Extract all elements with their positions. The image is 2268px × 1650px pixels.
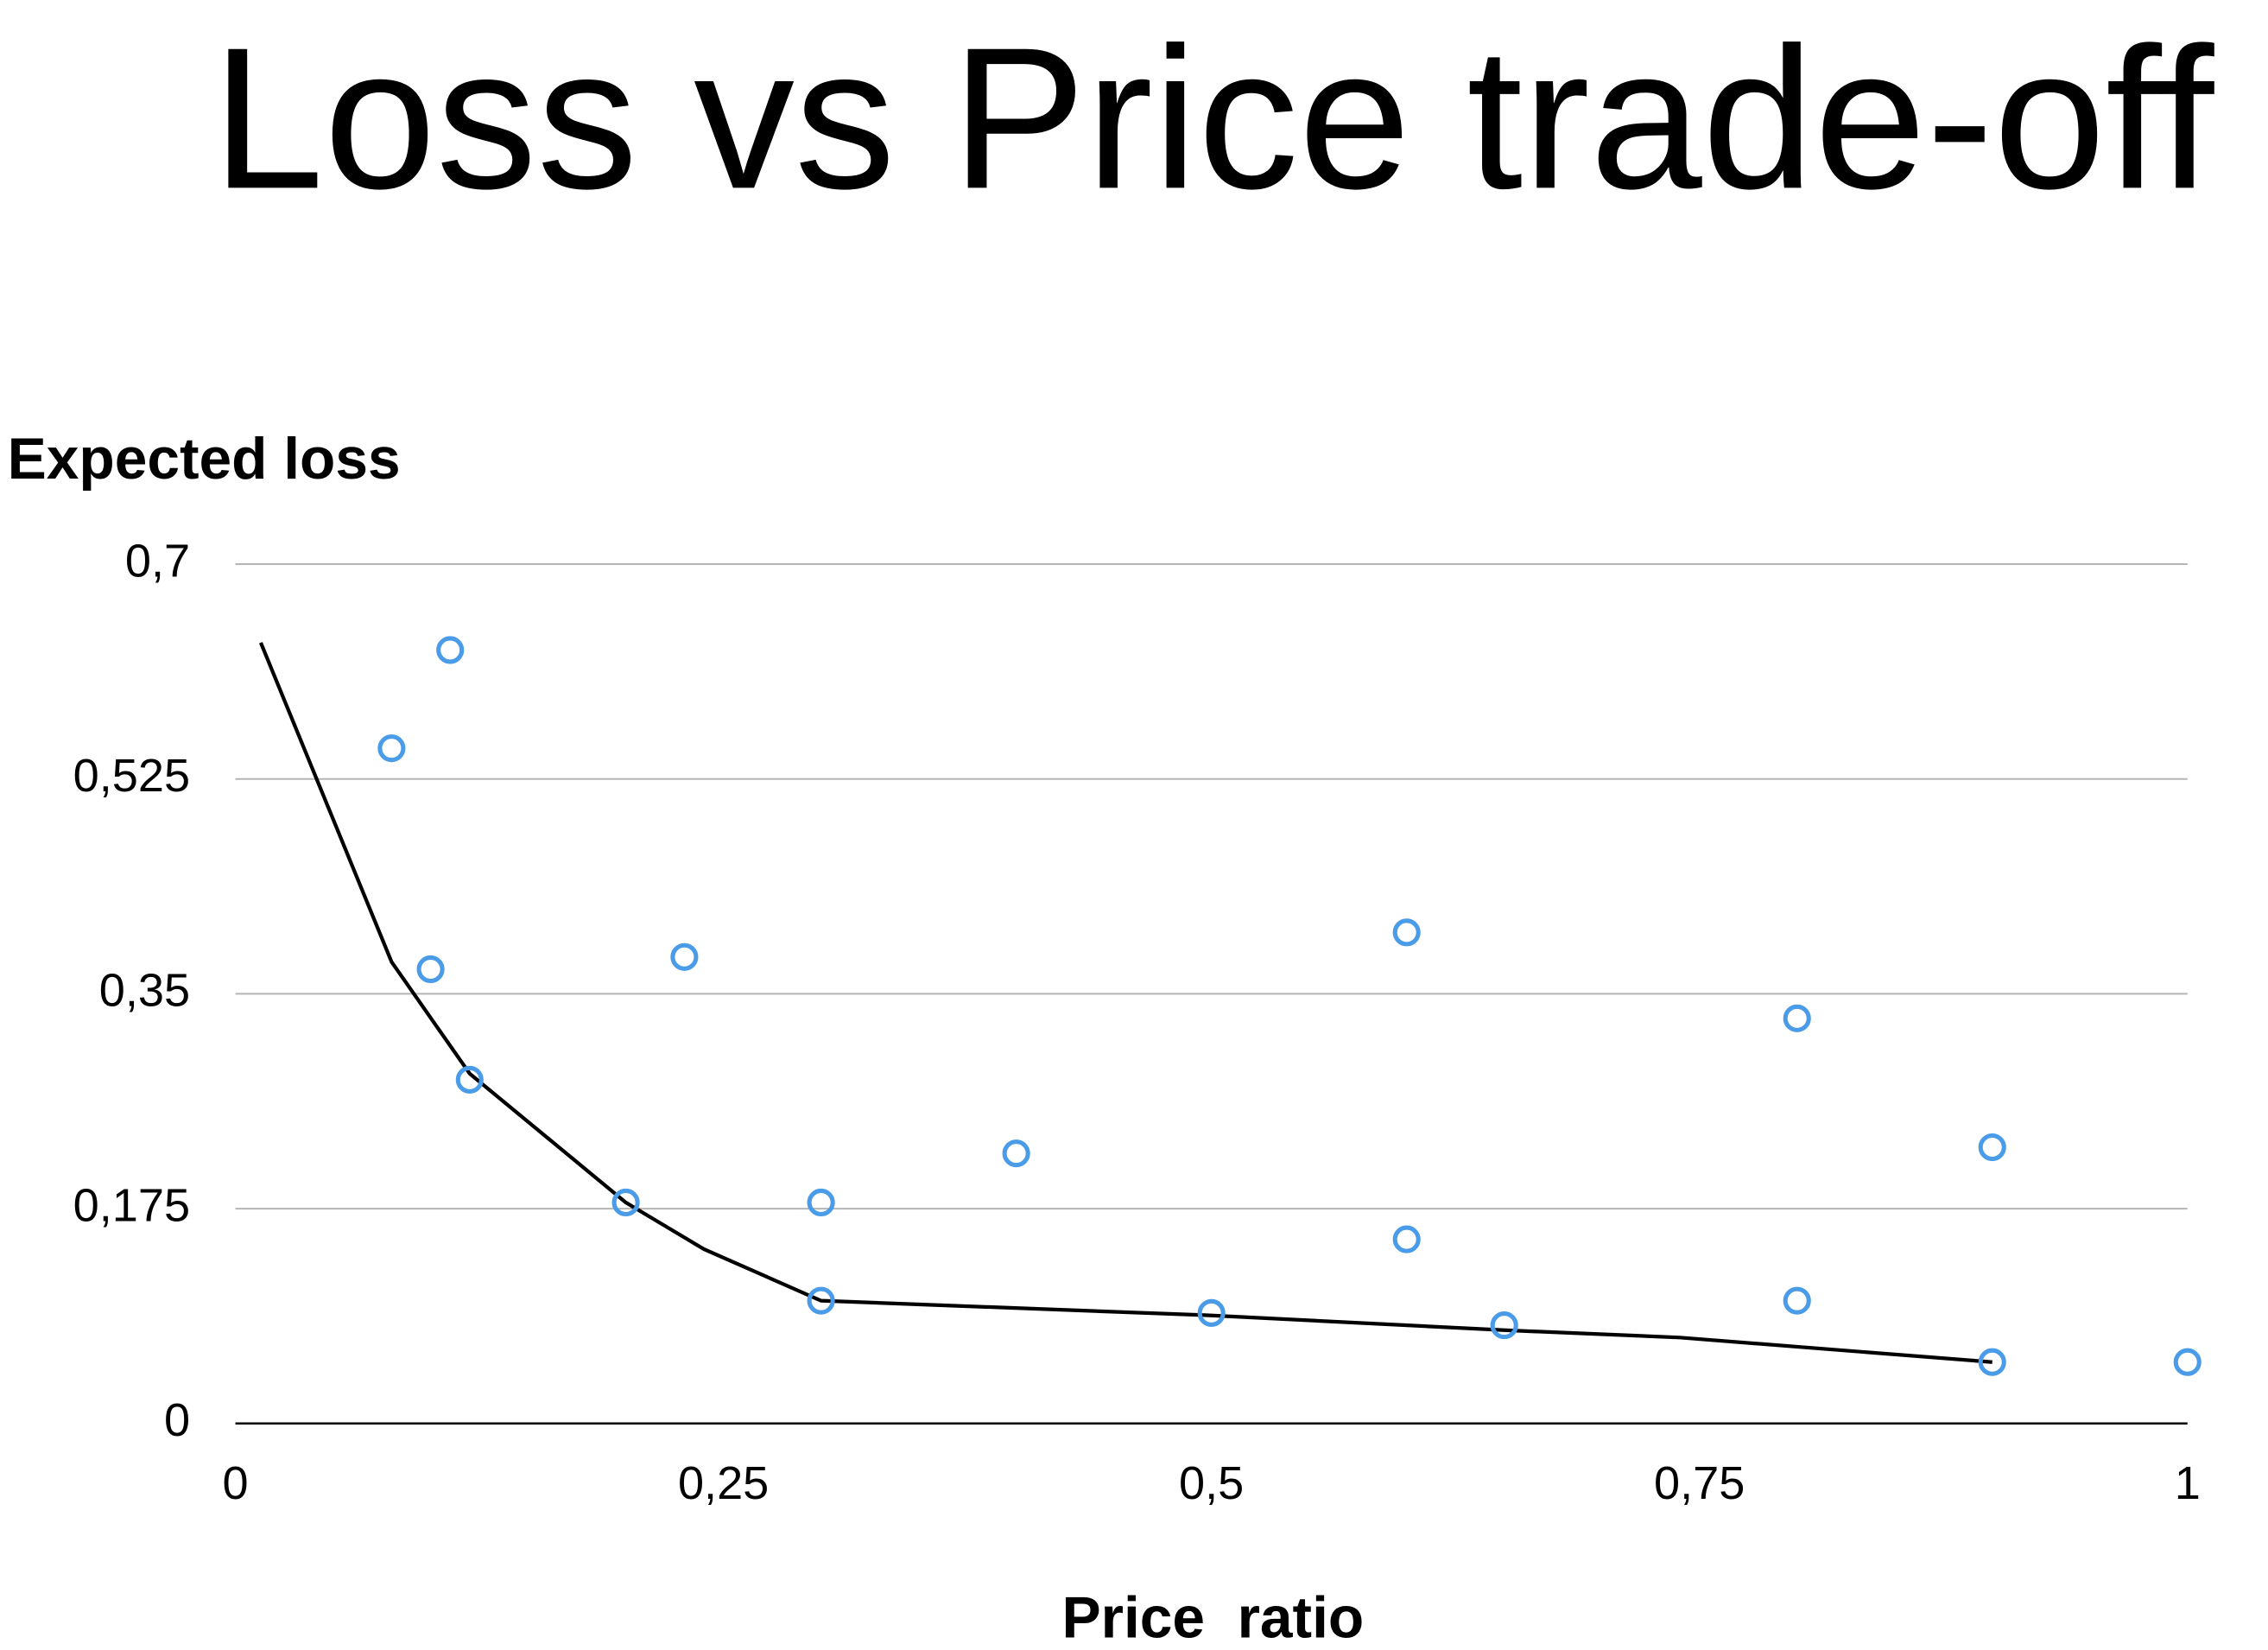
trend-line xyxy=(258,642,1992,1364)
scatter-point xyxy=(377,734,406,763)
scatter-point xyxy=(807,1188,835,1217)
y-tick-label: 0,35 xyxy=(99,965,190,1017)
y-axis-title: Expected loss xyxy=(8,427,401,492)
x-tick-label: 0,5 xyxy=(1179,1457,1244,1509)
scatter-point xyxy=(611,1188,640,1217)
scatter-point xyxy=(807,1286,835,1315)
scatter-point xyxy=(1392,918,1421,947)
x-axis-title: Price ratio xyxy=(1061,1586,1364,1650)
scatter-point xyxy=(1978,1133,2006,1162)
y-tick-label: 0,175 xyxy=(73,1179,190,1231)
scatter-point xyxy=(2173,1348,2201,1376)
x-tick-label: 0,25 xyxy=(678,1457,769,1509)
x-tick-label: 0 xyxy=(223,1457,249,1509)
scatter-point xyxy=(1490,1311,1518,1340)
scatter-point xyxy=(1197,1298,1226,1327)
x-tick-label: 0,75 xyxy=(1654,1457,1745,1509)
y-tick-label: 0 xyxy=(164,1394,190,1446)
scatter-point xyxy=(1392,1225,1421,1253)
scatter-point xyxy=(1978,1348,2006,1376)
chart-title: Loss vs Price trade-off xyxy=(212,6,2214,231)
scatter-point xyxy=(455,1065,484,1094)
scatter-point xyxy=(436,636,465,664)
x-tick-label: 1 xyxy=(2175,1457,2201,1509)
y-tick-label: 0,7 xyxy=(125,535,190,587)
scatter-point xyxy=(1002,1139,1030,1168)
y-tick-label: 0,525 xyxy=(73,750,190,802)
scatter-point xyxy=(416,955,445,984)
scatter-point xyxy=(1783,1286,1811,1315)
scatter-point xyxy=(1783,1004,1811,1032)
scatter-point xyxy=(670,942,699,971)
